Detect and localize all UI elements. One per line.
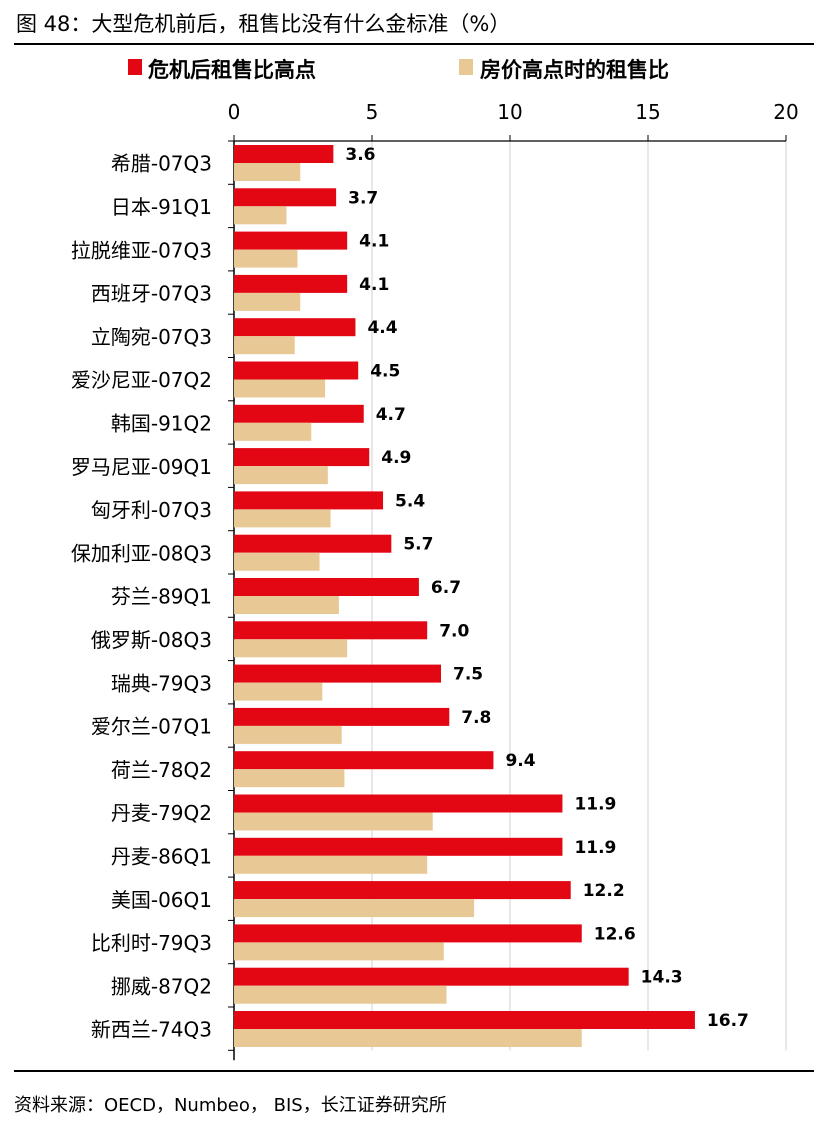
bar-price-peak (234, 509, 331, 528)
bar-crisis-high (234, 534, 392, 553)
data-label-crisis-high: 14.3 (641, 968, 683, 988)
category-label: 西班牙-07Q3 (91, 282, 212, 306)
bar-crisis-high (234, 881, 571, 900)
data-label-crisis-high: 3.6 (345, 145, 375, 165)
bar-crisis-high (234, 967, 629, 986)
x-tick-label: 5 (366, 100, 379, 124)
data-label-crisis-high: 4.4 (367, 318, 397, 338)
bar-crisis-high (234, 578, 419, 596)
bar-price-peak (234, 163, 301, 181)
bar-crisis-high (234, 404, 364, 423)
data-label-crisis-high: 6.7 (431, 578, 461, 598)
data-label-crisis-high: 4.5 (370, 362, 400, 382)
bar-price-peak (234, 812, 433, 831)
data-label-crisis-high: 7.0 (439, 621, 469, 641)
bar-crisis-high (234, 145, 334, 163)
data-label-crisis-high: 12.6 (594, 924, 636, 944)
bar-price-peak (234, 596, 339, 614)
x-tick-label: 0 (228, 100, 241, 124)
data-label-crisis-high: 9.4 (505, 751, 535, 771)
bar-crisis-high (234, 751, 494, 770)
category-label: 立陶宛-07Q3 (91, 325, 212, 349)
bar-price-peak (234, 379, 326, 398)
category-label: 挪威-87Q2 (111, 974, 212, 998)
bar-price-peak (234, 249, 298, 268)
bar-crisis-high (234, 188, 337, 207)
category-label: 爱尔兰-07Q1 (91, 715, 212, 739)
bar-price-peak (234, 639, 348, 658)
bar-price-peak (234, 682, 323, 701)
bar-crisis-high (234, 794, 563, 813)
legend-label-price-peak: 房价高点时的租售比 (480, 58, 669, 82)
data-label-crisis-high: 4.7 (376, 405, 406, 425)
bar-price-peak (234, 985, 447, 1004)
data-label-crisis-high: 12.2 (583, 881, 625, 901)
bar-price-peak (234, 206, 287, 225)
category-label: 俄罗斯-08Q3 (91, 628, 212, 652)
bar-price-peak (234, 1029, 582, 1047)
bar-price-peak (234, 899, 475, 918)
data-label-crisis-high: 4.1 (359, 232, 389, 252)
category-label: 保加利亚-08Q3 (71, 541, 212, 565)
legend-swatch-price-peak (459, 59, 473, 75)
category-label: 韩国-91Q2 (111, 411, 212, 435)
bar-crisis-high (234, 707, 450, 726)
data-label-crisis-high: 16.7 (707, 1011, 749, 1031)
bar-crisis-high (234, 664, 441, 683)
bar-crisis-high (234, 448, 370, 467)
bottom-rule (14, 1070, 814, 1072)
bar-price-peak (234, 466, 328, 485)
bar-crisis-high (234, 1011, 695, 1029)
category-label: 美国-06Q1 (111, 888, 212, 912)
x-tick-label: 10 (497, 100, 522, 124)
bar-crisis-high (234, 621, 428, 640)
category-label: 瑞典-79Q3 (111, 671, 212, 695)
source-note: 资料来源：OECD，Numbeo， BIS，长江证券研究所 (14, 1095, 447, 1116)
bar-price-peak (234, 725, 342, 744)
data-label-crisis-high: 7.5 (453, 665, 483, 685)
category-label: 丹麦-86Q1 (111, 844, 212, 868)
x-tick-label: 20 (773, 100, 798, 124)
bar-crisis-high (234, 274, 348, 293)
bar-price-peak (234, 855, 428, 874)
bar-crisis-high (234, 361, 359, 380)
bar-crisis-high (234, 318, 356, 337)
data-label-crisis-high: 5.7 (403, 535, 433, 555)
category-label: 希腊-07Q3 (111, 152, 212, 176)
top-rule (14, 43, 814, 45)
data-label-crisis-high: 7.8 (461, 708, 491, 728)
bar-crisis-high (234, 231, 348, 250)
bar-crisis-high (234, 924, 582, 943)
data-label-crisis-high: 3.7 (348, 188, 378, 208)
bar-price-peak (234, 292, 301, 311)
x-tick-label: 15 (635, 100, 660, 124)
category-label: 丹麦-79Q2 (111, 801, 212, 825)
data-label-crisis-high: 11.9 (574, 838, 616, 858)
data-label-crisis-high: 5.4 (395, 491, 425, 511)
category-label: 芬兰-89Q1 (111, 585, 212, 609)
data-label-crisis-high: 4.1 (359, 275, 389, 295)
category-label: 荷兰-78Q2 (111, 758, 212, 782)
legend-swatch-crisis-high (128, 59, 142, 75)
category-label: 新西兰-74Q3 (91, 1018, 212, 1042)
bar-crisis-high (234, 491, 384, 510)
category-label: 匈牙利-07Q3 (91, 498, 212, 522)
bar-price-peak (234, 336, 295, 355)
category-label: 罗马尼亚-09Q1 (71, 455, 212, 479)
legend-label-crisis-high: 危机后租售比高点 (148, 58, 316, 82)
bar-price-peak (234, 422, 312, 441)
chart-title: 图 48：大型危机前后，租售比没有什么金标准（%） (16, 12, 511, 36)
bar-price-peak (234, 769, 345, 788)
bar-crisis-high (234, 837, 563, 856)
bar-price-peak (234, 552, 320, 571)
bar-price-peak (234, 942, 444, 961)
category-label: 爱沙尼亚-07Q2 (71, 368, 212, 392)
category-label: 比利时-79Q3 (91, 931, 212, 955)
data-label-crisis-high: 11.9 (574, 795, 616, 815)
data-label-crisis-high: 4.9 (381, 448, 411, 468)
category-label: 拉脱维亚-07Q3 (71, 238, 212, 262)
category-label: 日本-91Q1 (111, 195, 212, 219)
